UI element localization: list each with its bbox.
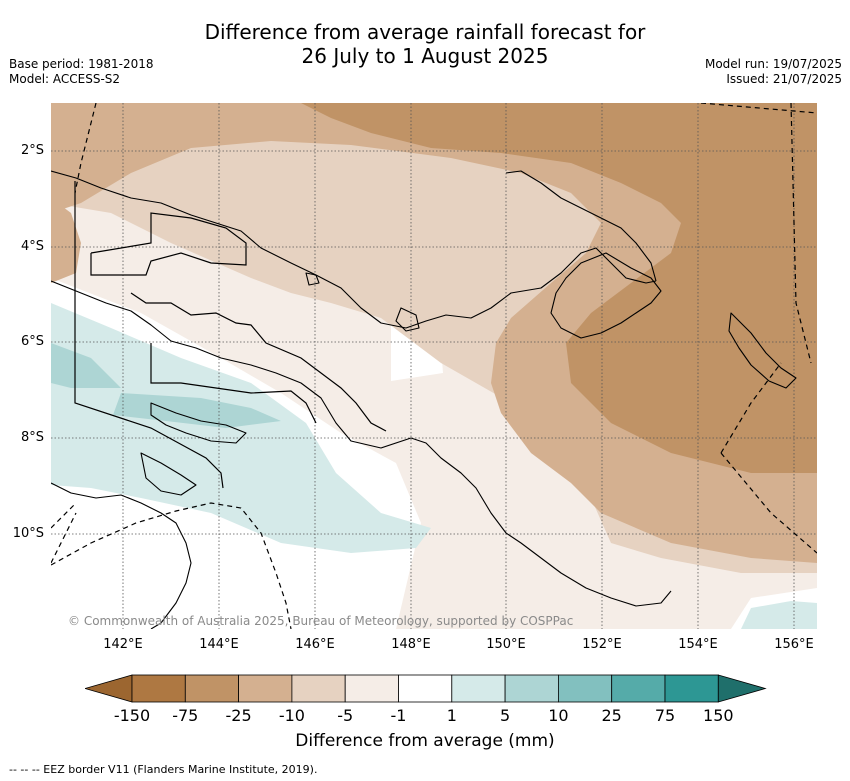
country-border <box>74 181 387 489</box>
colorbar-tick-label: 75 <box>654 706 676 725</box>
copyright-note: © Commonwealth of Australia 2025, Bureau… <box>68 614 574 628</box>
lon-label-152e: 152°E <box>582 637 622 652</box>
band-light-teal <box>51 303 431 553</box>
graticule <box>51 103 817 629</box>
issued-date: Issued: 21/07/2025 <box>726 72 842 86</box>
colorbar-segment <box>238 674 293 703</box>
lon-label-146e: 146°E <box>295 637 335 652</box>
colorbar-extend-high <box>717 674 767 703</box>
lat-label-2s: 2°S <box>20 143 44 158</box>
lon-label-150e: 150°E <box>486 637 526 652</box>
colorbar-segment <box>611 674 666 703</box>
meta-left: Base period: 1981-2018 Model: ACCESS-S2 <box>9 57 154 87</box>
band-medium-teal-west <box>51 343 121 388</box>
lon-label-142e: 142°E <box>103 637 143 652</box>
colorbar-tick-label: -25 <box>225 706 252 725</box>
lon-label-144e: 144°E <box>199 637 239 652</box>
lon-label-148e: 148°E <box>391 637 431 652</box>
band-brown <box>301 103 817 473</box>
colorbar-segment <box>184 674 240 703</box>
map-panel <box>51 103 817 629</box>
title-line-2: 26 July to 1 August 2025 <box>301 44 549 68</box>
colorbar-tick-label: 150 <box>703 706 734 725</box>
lat-label-6s: 6°S <box>20 334 44 349</box>
colorbar-tick-label: 1 <box>446 706 457 725</box>
lat-label-10s: 10°S <box>12 526 44 541</box>
colorbar-tick-label: -150 <box>113 706 151 725</box>
rainfall-map <box>51 103 817 629</box>
map-title: Difference from average rainfall forecas… <box>0 20 850 68</box>
band-tan-west <box>51 198 81 283</box>
colorbar-segment <box>664 674 719 703</box>
colorbar-segment <box>398 674 453 703</box>
band-tan <box>51 103 817 563</box>
band-medium-teal-south <box>113 393 281 428</box>
lon-label-156e: 156°E <box>774 637 814 652</box>
colorbar-segment <box>131 674 186 703</box>
band-light-teal-se <box>741 601 817 629</box>
lat-label-4s: 4°S <box>20 239 44 254</box>
colorbar <box>85 674 767 703</box>
colorbar-segment <box>557 674 613 703</box>
colorbar-tick-label: 10 <box>548 706 569 725</box>
colorbar-segment <box>291 674 346 703</box>
colorbar-tick-label: -5 <box>337 706 354 725</box>
coastline <box>51 170 797 629</box>
colorbar-extend-low <box>85 674 133 703</box>
colorbar-tick-label: -75 <box>172 706 199 725</box>
model-run: Model run: 19/07/2025 <box>704 57 842 71</box>
colorbar-tick-label: 25 <box>601 706 622 725</box>
colorbar-tick-label: -1 <box>390 706 407 725</box>
eez-border <box>51 103 817 629</box>
meta-right: Model run: 19/07/2025 Issued: 21/07/2025 <box>705 57 842 87</box>
model-name: Model: ACCESS-S2 <box>9 72 121 86</box>
title-line-1: Difference from average rainfall forecas… <box>204 20 646 44</box>
colorbar-title: Difference from average (mm) <box>295 731 555 751</box>
colorbar-segment <box>504 674 559 703</box>
colorbar-segment <box>451 674 506 703</box>
colorbar-segment <box>344 674 399 703</box>
colorbar-tick-label: -10 <box>278 706 305 725</box>
colorbar-tick-label: 5 <box>500 706 511 725</box>
lat-label-8s: 8°S <box>20 430 44 445</box>
eez-footnote: -- -- -- EEZ border V11 (Flanders Marine… <box>9 763 318 776</box>
lon-label-154e: 154°E <box>678 637 718 652</box>
base-period: Base period: 1981-2018 <box>9 57 154 71</box>
